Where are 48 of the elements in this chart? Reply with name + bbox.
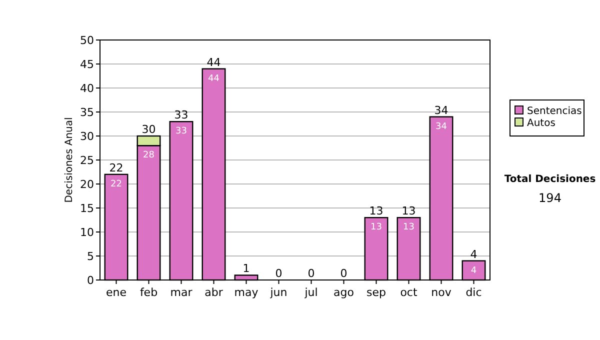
data-label: 22: [110, 179, 122, 190]
y-tick-label: 50: [80, 34, 94, 47]
x-tick-label: ene: [106, 286, 127, 299]
legend-label: Autos: [527, 118, 556, 129]
x-tick-label: oct: [400, 286, 418, 299]
x-tick-label: dic: [466, 286, 482, 299]
total-label: 13: [402, 204, 416, 218]
x-tick-label: may: [234, 286, 259, 299]
total-label: 22: [109, 161, 124, 174]
y-tick-label: 25: [80, 154, 94, 167]
x-tick-label: feb: [140, 286, 158, 299]
x-tick-label: mar: [170, 286, 193, 299]
total-label: 33: [174, 108, 188, 122]
total-label: 0: [308, 267, 315, 280]
data-label: 34: [436, 122, 448, 132]
total-label: 13: [369, 204, 384, 218]
data-label: 44: [208, 74, 220, 84]
y-tick-label: 10: [80, 226, 94, 239]
data-label: 28: [143, 150, 155, 161]
total-label: 44: [206, 56, 221, 69]
data-label: 33: [176, 126, 187, 137]
data-label: 4: [470, 266, 477, 276]
y-tick-label: 45: [80, 58, 94, 71]
data-label: 13: [403, 222, 414, 233]
y-tick-label: 20: [80, 178, 94, 191]
data-label: 13: [370, 222, 382, 233]
y-tick-label: 35: [80, 106, 94, 119]
y-axis-title: Decisiones Anual: [64, 117, 75, 203]
x-tick-label: abr: [204, 286, 224, 299]
x-tick-label: ago: [334, 286, 354, 299]
total-label: 4: [470, 248, 478, 261]
total-label: 0: [340, 267, 348, 280]
x-tick-label: jun: [269, 286, 288, 299]
y-tick-label: 5: [87, 250, 94, 263]
y-tick-label: 0: [87, 274, 94, 287]
text: Total Decisiones: [504, 174, 596, 185]
y-tick-label: 15: [80, 202, 94, 215]
x-tick-label: jul: [304, 286, 318, 299]
y-tick-label: 40: [80, 82, 94, 95]
total-label: 30: [142, 123, 156, 136]
total-label: 0: [275, 267, 282, 280]
legend-label: Sentencias: [527, 106, 582, 117]
text: 194: [538, 191, 562, 205]
x-tick-label: nov: [431, 286, 452, 299]
total-label: 1: [242, 262, 250, 276]
y-tick-label: 30: [80, 130, 94, 143]
total-label: 34: [434, 104, 448, 117]
x-tick-label: sep: [366, 286, 386, 299]
